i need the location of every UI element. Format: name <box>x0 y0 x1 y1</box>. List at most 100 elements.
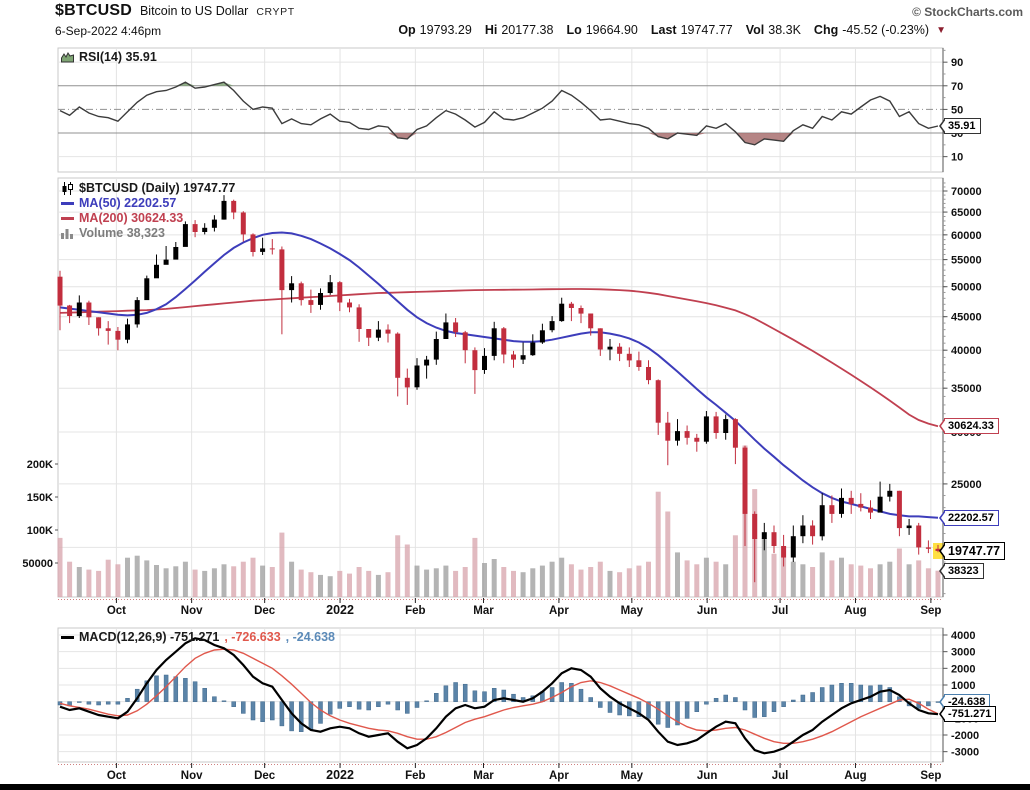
volume-axis: 200K 150K 100K 50000 <box>22 459 58 570</box>
macd-legend: MACD(12,26,9) -751.271 , -726.633 , -24.63… <box>61 630 335 644</box>
axis-label: 25000 <box>951 479 982 491</box>
axis-label: Aug <box>844 605 866 617</box>
quote-change-label: Chg <box>813 23 839 37</box>
ma200-value-box: 30624.33 <box>944 418 999 434</box>
axis-label: 90 <box>951 57 963 69</box>
axis-label: Jul <box>772 770 789 782</box>
axis-label: Jun <box>697 770 717 782</box>
axis-label: 60000 <box>951 230 982 242</box>
quote-last: Last 19747.77 <box>651 23 733 37</box>
axis-label: 4000 <box>951 630 975 642</box>
axis-label: 100K <box>27 525 53 537</box>
quote-low-value: 19664.90 <box>585 23 638 37</box>
quote-open-value: 19793.29 <box>419 23 472 37</box>
quote-open-label: Op <box>398 23 416 37</box>
macd-legend-label: MACD(12,26,9) -751.271 <box>79 630 220 644</box>
ma50-line-icon <box>61 202 74 205</box>
ma50-legend: MA(50) 22202.57 <box>61 197 176 210</box>
axis-label: Sep <box>920 605 941 617</box>
quote-high-label: Hi <box>484 23 498 37</box>
axis-label: 40000 <box>951 345 982 357</box>
volume-legend-label: Volume 38,323 <box>79 226 165 240</box>
main-legend: $BTCUSD (Daily) 19747.77 MA(50) 22202.57… <box>61 182 235 240</box>
bottom-bar <box>0 784 1030 790</box>
ma200-legend-label: MA(200) 30624.33 <box>79 211 184 225</box>
axis-label: Mar <box>473 770 494 782</box>
ma200-group <box>59 288 939 428</box>
quote-low-label: Lo <box>566 23 582 37</box>
macd-value-box: -751.271 <box>944 706 997 722</box>
axis-label: Sep <box>920 770 941 782</box>
quote-last-label: Last <box>650 23 677 37</box>
axis-label: -2000 <box>951 730 979 742</box>
quote-volume-value: 38.3K <box>768 23 801 37</box>
ma50-value-box: 22202.57 <box>944 510 999 526</box>
axis-label: Apr <box>549 770 569 782</box>
axis-label: Nov <box>181 605 203 617</box>
quote-change: Chg -45.52 (-0.23%) <box>814 23 929 37</box>
quote-volume-label: Vol <box>745 23 765 37</box>
rsi-line <box>59 81 939 146</box>
axis-label: Nov <box>181 770 203 782</box>
rsi-area-icon <box>61 51 74 62</box>
stockcharts-credit: © StockCharts.com <box>912 5 1023 19</box>
quote-volume: Vol 38.3K <box>746 23 801 37</box>
instrument-name: Bitcoin to US Dollar <box>139 4 249 18</box>
axis-label: 10 <box>951 152 963 164</box>
axis-label: 200K <box>27 459 53 471</box>
macd-line-icon <box>61 635 74 639</box>
axis-label: Dec <box>254 605 276 617</box>
axis-label: 150K <box>27 492 53 504</box>
volume-value-box: 38323 <box>944 563 984 579</box>
axis-label: 3000 <box>951 647 975 659</box>
ma50-line <box>59 231 939 519</box>
axis-label: 70 <box>951 81 963 93</box>
ticker-symbol: $BTCUSD <box>55 2 132 19</box>
axis-label: Dec <box>254 770 276 782</box>
macd-line <box>59 637 939 755</box>
axis-label: Oct <box>107 770 126 782</box>
axis-label: Oct <box>107 605 126 617</box>
macd-signal-legend-label: , -726.633 <box>224 630 281 644</box>
axis-label: Mar <box>473 605 494 617</box>
volume-legend: Volume 38,323 <box>61 227 165 240</box>
price-legend-label: $BTCUSD (Daily) 19747.77 <box>79 181 236 195</box>
rsi-legend: RSI(14) 35.91 <box>61 50 157 64</box>
price-axis: 70000 65000 60000 55000 50000 45000 40000 35000… <box>942 178 982 597</box>
exchange-label: CRYPT <box>256 6 295 18</box>
ma200-line <box>59 288 939 428</box>
macd-hist-legend-label: , -24.638 <box>285 630 335 644</box>
axis-label: Aug <box>844 770 866 782</box>
axis-label: 50000 <box>951 282 982 294</box>
axis-label: 2000 <box>951 663 975 675</box>
axis-label: 35000 <box>951 383 982 395</box>
axis-label: May <box>621 770 644 782</box>
chart-header: $BTCUSD Bitcoin to US Dollar CRYPT <box>55 2 295 20</box>
quote-high-value: 20177.38 <box>501 23 554 37</box>
quote-change-value: -45.52 (-0.23%) <box>842 23 930 37</box>
axis-label: 50000 <box>22 558 53 570</box>
quote-low: Lo 19664.90 <box>566 23 637 37</box>
axis-label: Feb <box>405 605 425 617</box>
axis-label: 70000 <box>951 186 982 198</box>
axis-label: May <box>621 605 644 617</box>
axis-label: 50 <box>951 104 963 116</box>
rsi-legend-label: RSI(14) 35.91 <box>79 50 157 64</box>
x-axis-macd: Oct Nov Dec 2022 Feb Mar Apr May Jun Jul Aug Sep <box>58 763 943 782</box>
quote-high: Hi 20177.38 <box>485 23 554 37</box>
quote-datetime: 6-Sep-2022 4:46pm <box>55 24 162 38</box>
main-panel: 70000 65000 60000 55000 50000 45000 40000 35000… <box>22 177 982 617</box>
last-price-box: 19747.77 <box>944 542 1006 560</box>
down-triangle-icon: ▼ <box>936 24 946 36</box>
rsi-value-box: 35.91 <box>944 118 981 134</box>
price-legend: $BTCUSD (Daily) 19747.77 <box>61 182 235 195</box>
volume-bars-icon <box>61 229 73 239</box>
candlestick-icon <box>62 182 73 195</box>
axis-label: 2022 <box>326 603 354 617</box>
axis-label: Jul <box>772 605 789 617</box>
macd-panel: 40003000200010000-1000-2000-3000OctNovDe… <box>57 627 979 782</box>
